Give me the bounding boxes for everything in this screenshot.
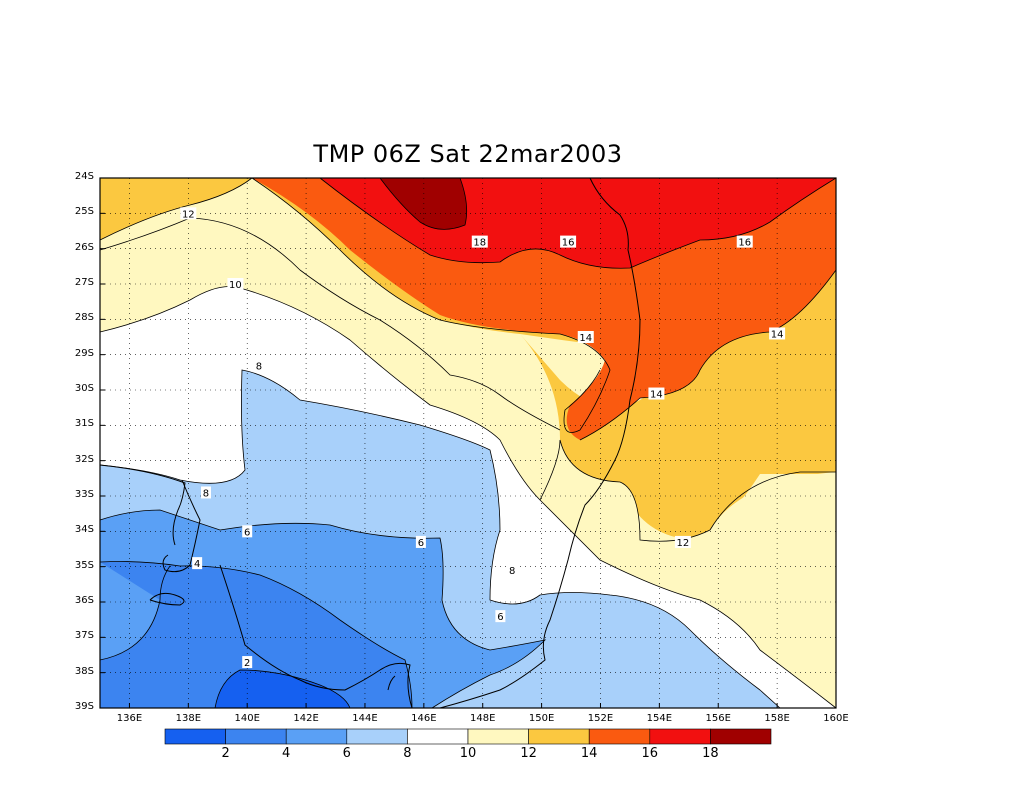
contour-label: 8	[253, 359, 264, 372]
svg-text:4: 4	[194, 559, 200, 570]
lon-tick-label: 156E	[705, 713, 731, 724]
contour-label: 8	[507, 564, 518, 577]
lon-tick-label: 154E	[646, 713, 673, 724]
colorbar-swatch	[528, 728, 590, 745]
colorbar-label: 4	[282, 746, 291, 761]
colorbar-swatch	[225, 728, 287, 745]
contour-label: 18	[471, 235, 488, 249]
band-below-4	[100, 561, 412, 708]
lon-tick-label: 158E	[764, 713, 790, 724]
contour-label: 6	[415, 535, 426, 549]
lat-tick-label: 31S	[74, 418, 94, 430]
colorbar-label: 8	[403, 746, 412, 761]
lat-tick-label: 24S	[74, 171, 94, 182]
contour-label: 12	[180, 207, 197, 220]
colorbar-swatch	[467, 728, 529, 745]
lat-tick-label: 25S	[74, 206, 94, 218]
svg-text:16: 16	[738, 238, 751, 249]
lat-tick-label: 39S	[74, 701, 94, 712]
lat-tick-label: 33S	[74, 489, 94, 500]
contour-label: 14	[648, 387, 665, 401]
lon-tick-label: 144E	[352, 713, 378, 724]
lat-tick-label: 29S	[74, 347, 94, 359]
band-above-12-west	[100, 178, 252, 240]
contour-label: 14	[577, 331, 594, 344]
lat-tick-label: 28S	[74, 312, 94, 324]
lon-tick-label: 136E	[116, 713, 143, 724]
lat-tick-label: 37S	[74, 630, 94, 642]
svg-text:8: 8	[509, 566, 515, 577]
colorbar-swatch	[346, 728, 408, 745]
contour-label: 10	[227, 278, 244, 291]
lon-tick-label: 138E	[175, 713, 202, 724]
svg-text:6: 6	[244, 527, 250, 538]
contour-value-labels: 12 10 8 8 6 6 4 2 18 16 16 14 14 14 12 8 6	[180, 207, 786, 669]
filled-contours	[100, 178, 836, 708]
svg-text:8: 8	[256, 361, 262, 372]
lat-tick-label: 27S	[74, 277, 94, 288]
colorbar-swatch	[649, 728, 711, 745]
colorbar-swatch	[407, 728, 469, 745]
svg-text:8: 8	[203, 488, 209, 499]
contour-label: 6	[495, 610, 506, 623]
svg-text:6: 6	[497, 612, 503, 623]
svg-text:10: 10	[229, 280, 242, 291]
lat-tick-label: 30S	[74, 383, 94, 394]
map-frame	[99, 177, 837, 709]
colorbar-label: 14	[580, 746, 598, 761]
svg-text:14: 14	[579, 333, 592, 344]
lat-tick-label: 35S	[74, 559, 94, 571]
svg-text:12: 12	[182, 209, 195, 220]
colorbar-label: 2	[221, 746, 230, 761]
contour-label: 2	[242, 656, 253, 669]
svg-text:14: 14	[650, 390, 663, 401]
band-below-2	[215, 670, 350, 708]
svg-text:16: 16	[562, 238, 575, 249]
colorbar-swatch	[710, 728, 772, 745]
lon-tick-label: 152E	[587, 713, 614, 724]
contour-label: 12	[674, 535, 691, 549]
band-above-18	[380, 178, 467, 230]
colorbar	[164, 728, 772, 745]
colorbar-label: 18	[702, 746, 719, 761]
coastline	[99, 177, 641, 709]
graticule-grid	[100, 178, 836, 708]
lon-tick-label: 148E	[470, 713, 496, 724]
colorbar-label: 10	[459, 746, 477, 761]
lat-tick-label: 36S	[74, 595, 94, 606]
svg-text:14: 14	[771, 329, 784, 340]
colorbar-swatch	[285, 728, 348, 745]
colorbar-label: 16	[641, 746, 659, 761]
lon-tick-label: 140E	[234, 713, 260, 724]
lon-tick-label: 150E	[528, 713, 555, 724]
lat-tick-label: 32S	[74, 453, 94, 465]
colorbar-swatch	[588, 728, 651, 745]
svg-text:2: 2	[244, 658, 250, 669]
map-title: TMP 06Z Sat 22mar2003	[313, 140, 623, 168]
colorbar-swatch	[164, 728, 226, 745]
contour-label: 14	[769, 327, 786, 340]
contour-label: 6	[242, 525, 253, 538]
axis-ticks	[100, 177, 837, 709]
contour-label: 4	[192, 557, 203, 570]
svg-text:18: 18	[473, 238, 486, 249]
colorbar-label: 12	[520, 746, 537, 761]
contour-label: 16	[560, 235, 577, 249]
colorbar-label: 6	[342, 746, 351, 761]
lon-tick-label: 142E	[293, 713, 319, 724]
lat-tick-label: 34S	[74, 524, 94, 536]
svg-text:6: 6	[418, 538, 424, 549]
svg-text:12: 12	[677, 538, 690, 549]
contour-label: 8	[200, 486, 211, 499]
lat-tick-label: 26S	[74, 241, 94, 253]
contour-label: 16	[736, 235, 753, 249]
lon-tick-label: 160E	[823, 713, 849, 724]
lon-tick-label: 146E	[411, 713, 437, 724]
lat-tick-label: 38S	[74, 665, 94, 677]
